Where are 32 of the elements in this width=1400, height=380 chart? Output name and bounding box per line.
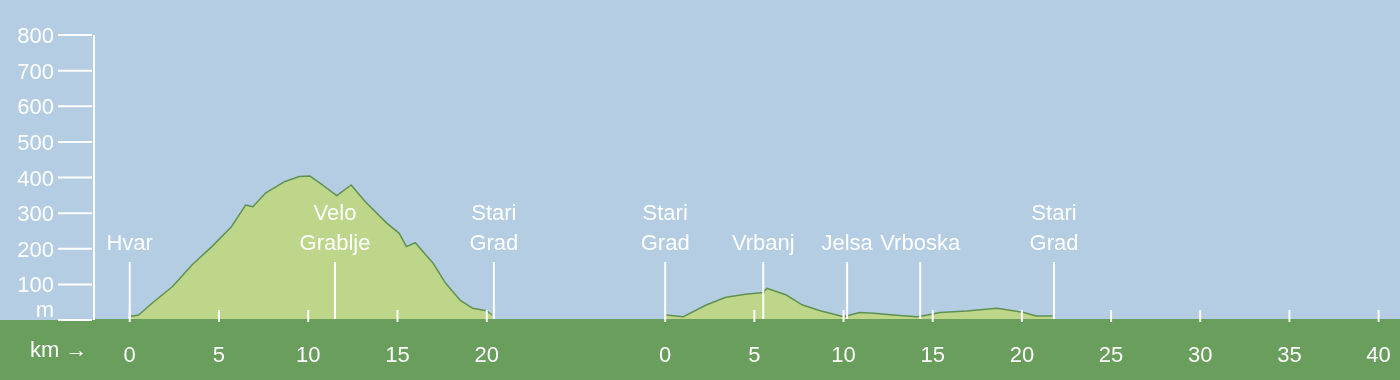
y-tick-label: 600 <box>17 94 54 120</box>
y-tick-label: 700 <box>17 58 54 84</box>
y-tick-label: 500 <box>17 129 54 155</box>
y-tick-label: 800 <box>17 23 54 48</box>
y-tick-label: 400 <box>17 165 54 191</box>
x-tick-label: 25 <box>1098 342 1124 367</box>
x-tick-label: 15 <box>385 342 410 367</box>
ref-line-label: Jelsa <box>821 230 874 255</box>
ref-line-label: Stari Grad <box>469 200 519 255</box>
x-tick-label: 0 <box>659 342 672 367</box>
ref-line-label: Vrboska <box>880 230 961 255</box>
x-tick-label: 15 <box>920 342 945 367</box>
y-tick-label: 100 <box>17 272 54 298</box>
ref-line-label: Stari Grad <box>640 200 690 255</box>
y-tick-label: 200 <box>17 236 54 262</box>
x-tick-label: 40 <box>1366 342 1391 367</box>
x-tick-label: 0 <box>123 342 136 367</box>
x-tick-label: 10 <box>295 342 321 367</box>
ref-line-label: Velo Grablje <box>299 200 371 255</box>
x-tick-label: 10 <box>831 342 856 367</box>
x-tick-label: 20 <box>1009 342 1035 367</box>
ref-line-label: Stari Grad <box>1029 200 1079 255</box>
x-tick-label: 5 <box>748 342 761 367</box>
x-tick-label: 35 <box>1277 342 1302 367</box>
x-tick-label: 30 <box>1188 342 1213 367</box>
y-tick-label: m <box>35 297 54 322</box>
ref-line-label: Hvar <box>106 230 153 255</box>
x-tick-label: 20 <box>474 342 499 367</box>
ref-line-label: Vrbanj <box>731 230 795 255</box>
x-axis-title: km → <box>30 337 88 363</box>
x-tick-label: 5 <box>212 342 226 367</box>
y-tick-label: 300 <box>17 201 54 227</box>
